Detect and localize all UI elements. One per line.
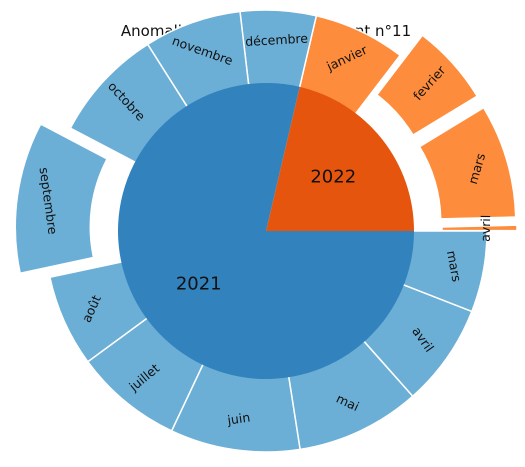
- month-wedge-2021-septembre: [14, 123, 109, 275]
- year-wedge-2021: [118, 83, 414, 379]
- year-label-2021: 2021: [176, 273, 222, 294]
- month-label-2021-juin: juin: [225, 410, 251, 428]
- year-wedge-2022: [266, 86, 415, 231]
- month-wedge-2022-mars: [418, 106, 517, 220]
- year-ring: [118, 83, 415, 379]
- month-label-2022-avril: avril: [478, 215, 493, 242]
- year-label-2022: 2022: [310, 167, 356, 188]
- month-label-2021-mars: mars: [444, 249, 465, 283]
- month-wedge-2022-fevrier: [375, 34, 479, 137]
- month-label-2021-decembre: décembre: [245, 31, 309, 50]
